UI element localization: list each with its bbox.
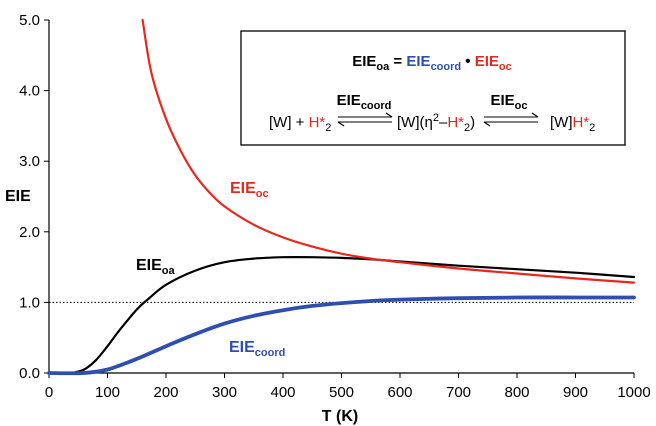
x-tick-label: 100 xyxy=(95,384,120,401)
arrow1-label: EIEcoord xyxy=(337,92,392,112)
y-tick-label: 4.0 xyxy=(19,83,40,100)
x-axis-title: T (K) xyxy=(322,408,358,425)
x-tick-label: 800 xyxy=(504,384,529,401)
x-tick-label: 600 xyxy=(387,384,412,401)
y-tick-label: 1.0 xyxy=(19,294,40,311)
x-tick-label: 500 xyxy=(329,384,354,401)
x-tick-label: 200 xyxy=(153,384,178,401)
series-line-eie-oa xyxy=(71,255,636,375)
scheme-start: [W] + H*2 xyxy=(269,114,331,134)
y-tick-label: 3.0 xyxy=(19,153,40,170)
y-tick-label: 5.0 xyxy=(19,12,40,29)
x-tick-label: 400 xyxy=(270,384,295,401)
y-tick-label: 2.0 xyxy=(19,224,40,241)
equation-box: EIEoa = EIEcoord • EIEoc EIEcoord EIEoc … xyxy=(240,30,626,146)
x-tick-label: 900 xyxy=(563,384,588,401)
label-eie-coord: EIEcoord xyxy=(229,339,285,359)
x-tick-label: 1000 xyxy=(617,384,650,401)
x-tick-group: 0 100 200 300 400 500 600 700 800 900 1000 xyxy=(45,373,651,401)
label-eie-oc: EIEoc xyxy=(230,180,269,200)
scheme-end: [W]H*2 xyxy=(550,114,595,134)
equilibrium-arrow-2 xyxy=(483,112,539,127)
equation-line: EIEoa = EIEcoord • EIEoc xyxy=(352,53,512,73)
scheme-middle: [W](η2–H*2) xyxy=(397,112,475,134)
x-tick-label: 700 xyxy=(446,384,471,401)
x-tick-label: 0 xyxy=(45,384,53,401)
y-tick-group: 0.0 1.0 2.0 3.0 4.0 5.0 xyxy=(19,12,49,382)
equilibrium-arrow-1 xyxy=(337,112,393,127)
curve-group xyxy=(47,18,636,376)
x-tick-label: 300 xyxy=(212,384,237,401)
series-line-eie-coord xyxy=(47,295,636,376)
y-axis-title: EIE xyxy=(5,188,31,205)
series-line-eie-oc xyxy=(141,18,636,284)
y-tick-label: 0.0 xyxy=(19,365,40,382)
label-eie-oa: EIEoa xyxy=(136,257,176,277)
arrow2-label: EIEoc xyxy=(490,92,527,112)
